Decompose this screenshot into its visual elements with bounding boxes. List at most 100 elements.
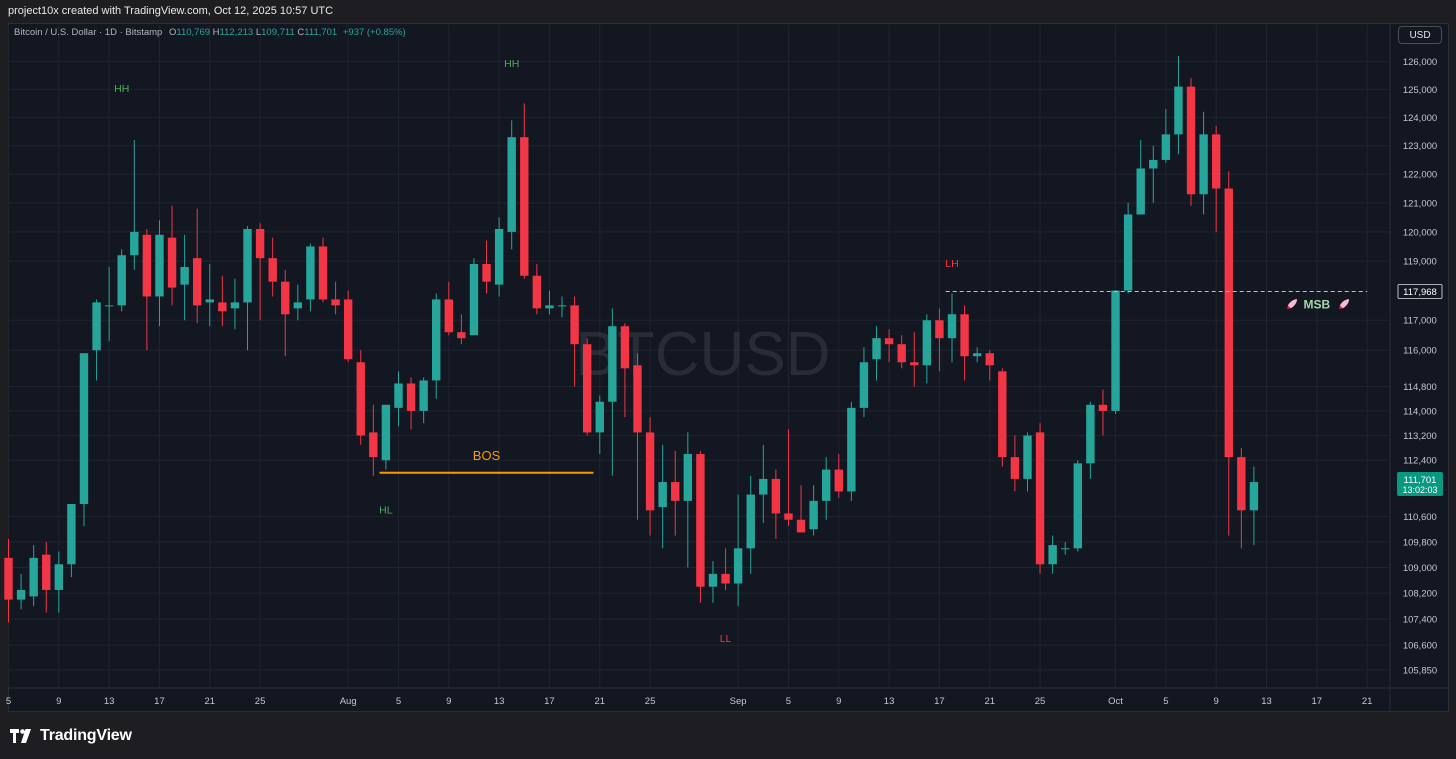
candle-body — [193, 258, 202, 306]
candle-body — [595, 401, 604, 433]
candle-body — [230, 302, 240, 309]
candle-body — [545, 305, 554, 309]
candle-body — [255, 228, 265, 259]
time-tick-label: 17 — [934, 696, 945, 707]
candle-body — [910, 362, 919, 366]
candle-body — [872, 338, 881, 360]
candle-body — [746, 494, 755, 549]
candle-body — [696, 454, 705, 587]
candle-body — [847, 407, 856, 492]
candle-body — [1174, 86, 1183, 135]
candle-body — [1149, 159, 1158, 169]
candle-body — [771, 478, 781, 514]
candle-body — [432, 299, 441, 381]
time-tick-label: 5 — [786, 696, 791, 707]
candle-body — [884, 338, 894, 345]
footer-bar — [0, 713, 1456, 759]
candle-body — [331, 299, 340, 306]
candle-body — [708, 573, 718, 587]
candle-body — [4, 557, 13, 600]
candle-body — [784, 513, 793, 520]
candle-body — [1111, 290, 1120, 411]
candle-body — [998, 371, 1007, 458]
candle-body — [16, 589, 26, 600]
candle-body — [1211, 134, 1221, 189]
symbol-watermark: BTCUSD — [576, 320, 831, 389]
candle-body — [306, 246, 315, 300]
tradingview-logo-icon — [10, 729, 31, 743]
candle-body — [658, 482, 667, 508]
candle-body — [608, 326, 617, 402]
candle-body — [268, 258, 277, 282]
candle-body — [859, 362, 869, 408]
chart-panel[interactable] — [8, 23, 1449, 712]
candle-body — [469, 264, 479, 336]
candle-body — [1249, 482, 1259, 511]
candle-body — [180, 266, 189, 285]
candle-body — [343, 299, 353, 360]
open-value: 110,769 — [176, 27, 211, 38]
candle-body — [935, 320, 944, 339]
time-tick-label: 25 — [1035, 696, 1046, 707]
candle-body — [960, 314, 969, 357]
candle-body — [1186, 86, 1196, 195]
candle-body — [444, 299, 453, 333]
candle-body — [1073, 463, 1082, 549]
price-tick-label: 123,000 — [1403, 141, 1437, 152]
candle-body — [369, 432, 378, 458]
candle-body — [104, 305, 114, 307]
time-tick-label: 9 — [1214, 696, 1219, 707]
time-tick-label: 25 — [255, 696, 266, 707]
candle-body — [281, 281, 290, 315]
candle-body — [243, 228, 252, 303]
price-tick-label: 124,000 — [1403, 113, 1437, 124]
candle-body — [570, 305, 579, 345]
tradingview-logo[interactable]: TradingView — [10, 727, 132, 745]
candle-body — [92, 302, 101, 351]
open-label: O — [169, 27, 177, 38]
candle-body — [117, 255, 126, 306]
price-tick-label: 107,400 — [1403, 615, 1437, 626]
candle-body — [1199, 134, 1208, 195]
candle-body — [796, 519, 806, 533]
time-tick-label: 17 — [154, 696, 165, 707]
candle-body — [922, 320, 932, 366]
candle-body — [759, 478, 768, 495]
time-tick-label: 21 — [204, 696, 215, 707]
msb-price-tag — [1397, 284, 1443, 299]
annotation-hh: HH — [504, 58, 519, 70]
candle-body — [381, 404, 391, 461]
candle-body — [1086, 404, 1095, 464]
candle-body — [67, 503, 76, 565]
currency-button[interactable]: USD — [1398, 26, 1442, 44]
candle-body — [1035, 432, 1045, 565]
candle-body — [419, 380, 428, 411]
rocket-icon — [1287, 299, 1298, 309]
price-tick-label: 122,000 — [1403, 170, 1437, 181]
candle-body — [482, 264, 491, 282]
time-tick-label: 21 — [984, 696, 995, 707]
price-tick-label: 114,800 — [1403, 382, 1437, 393]
candle-body — [834, 469, 843, 492]
time-tick-label: 5 — [1163, 696, 1168, 707]
price-tick-label: 125,000 — [1403, 85, 1437, 96]
candle-body — [293, 302, 303, 309]
time-tick-label: 25 — [645, 696, 656, 707]
price-tick-label: 110,600 — [1403, 512, 1437, 523]
annotation-bos: BOS — [473, 448, 501, 463]
time-tick-label: 13 — [494, 696, 505, 707]
candle-body — [809, 500, 818, 530]
last-price-tag — [1397, 472, 1443, 497]
change-value: +937 (+0.85%) — [342, 27, 406, 38]
symbol-name: Bitcoin / U.S. Dollar · 1D · Bitstamp — [14, 27, 163, 38]
price-tick-label: 109,000 — [1403, 563, 1437, 574]
candle-body — [582, 344, 592, 433]
caption-bar: project10x created with TradingView.com,… — [0, 0, 1456, 24]
candle-body — [972, 353, 982, 357]
candle-body — [733, 548, 743, 584]
candle-body — [54, 564, 64, 590]
candle-body — [633, 365, 642, 433]
candle-body — [620, 326, 630, 369]
high-label: H — [212, 27, 220, 38]
